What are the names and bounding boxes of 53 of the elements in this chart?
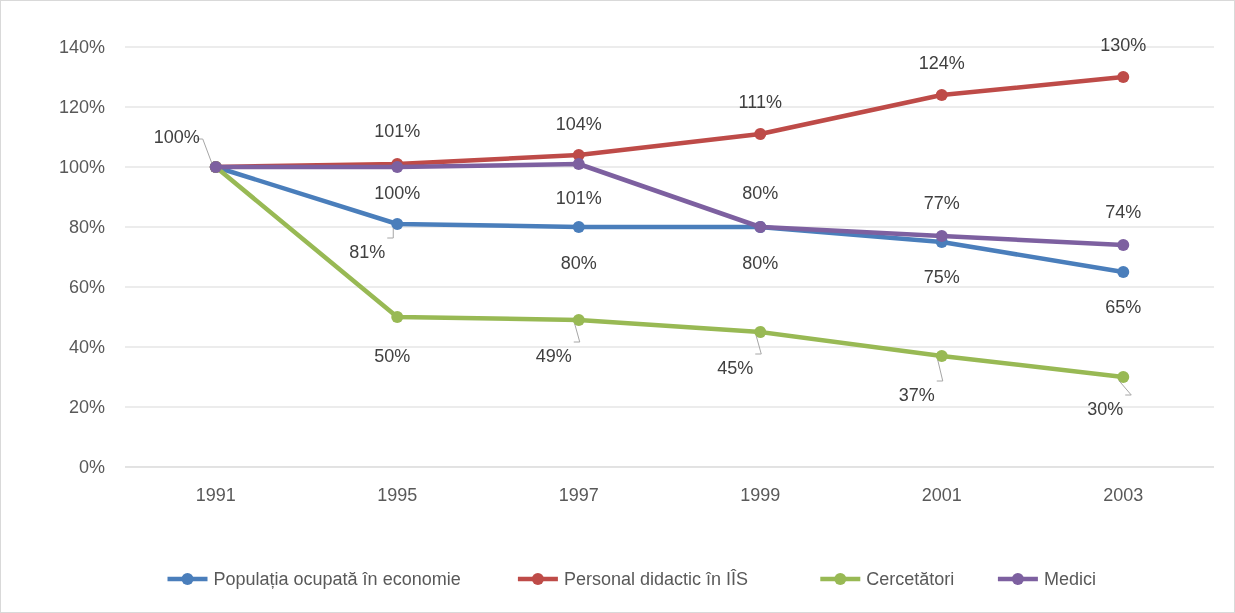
data-label: 75% <box>923 267 960 288</box>
data-label: 50% <box>374 346 411 367</box>
data-label: 101% <box>374 121 421 142</box>
data-label: 80% <box>560 253 597 274</box>
data-label: 101% <box>555 188 602 209</box>
data-label: 80% <box>742 183 779 204</box>
point <box>572 158 585 170</box>
y-tick-label: 0% <box>78 457 105 478</box>
data-label: 104% <box>555 114 602 135</box>
point <box>1117 239 1130 251</box>
data-label: 65% <box>1105 297 1142 318</box>
data-label: 49% <box>535 346 572 367</box>
data-label: 37% <box>898 385 935 406</box>
legend-label: Personal didactic în IÎS <box>563 569 749 590</box>
x-tick-label: 2001 <box>921 485 962 505</box>
data-label: 30% <box>1087 399 1124 420</box>
point <box>754 326 767 338</box>
x-tick-label: 1991 <box>195 485 236 505</box>
point <box>1117 371 1130 383</box>
y-tick-label: 60% <box>68 277 105 298</box>
data-label: 77% <box>923 193 960 214</box>
point <box>391 311 404 323</box>
point <box>1117 266 1130 278</box>
data-label: 111% <box>738 92 782 113</box>
point <box>572 314 585 326</box>
y-tick-label: 140% <box>58 37 105 58</box>
data-label: 124% <box>918 53 965 74</box>
x-tick-label: 1999 <box>740 485 781 505</box>
data-label: 100% <box>153 127 200 148</box>
point <box>935 350 948 362</box>
point <box>572 221 585 233</box>
point <box>754 128 767 140</box>
point <box>935 89 948 101</box>
point <box>935 230 948 242</box>
x-tick-label: 1995 <box>377 485 418 505</box>
data-label: 100% <box>374 183 421 204</box>
data-label: 130% <box>1100 35 1147 56</box>
legend-label: Cercetători <box>866 569 955 590</box>
legend-label: Populația ocupată în economie <box>213 569 461 590</box>
point <box>391 218 404 230</box>
data-label: 45% <box>717 358 754 379</box>
x-tick-label: 1997 <box>558 485 599 505</box>
data-label: 80% <box>742 253 779 274</box>
legend-label: Medici <box>1043 569 1096 590</box>
data-label: 81% <box>349 242 386 263</box>
y-tick-label: 40% <box>68 337 105 358</box>
y-tick-label: 20% <box>68 397 105 418</box>
data-label: 74% <box>1105 202 1142 223</box>
point <box>1117 71 1130 83</box>
y-tick-label: 100% <box>58 157 105 178</box>
y-tick-label: 80% <box>68 217 105 238</box>
x-tick-label: 2003 <box>1103 485 1144 505</box>
y-tick-label: 120% <box>58 97 105 118</box>
